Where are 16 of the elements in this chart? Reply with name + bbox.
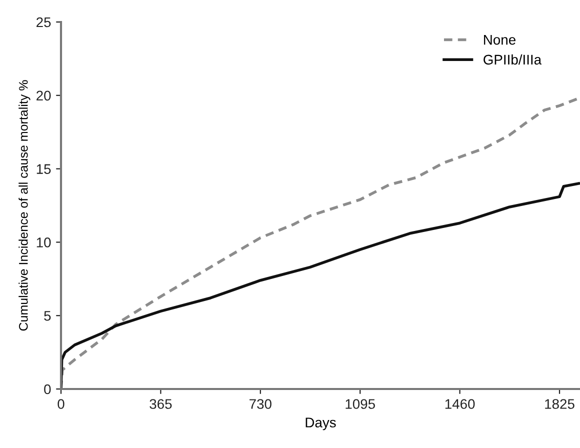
y-tick-label: 0 (44, 384, 51, 394)
y-tick-label: 15 (36, 164, 51, 174)
y-tick-label: 25 (36, 17, 51, 28)
x-tick-label: 1825 (545, 399, 574, 409)
x-tick-label: 0 (58, 399, 64, 409)
x-tick-label: 1460 (445, 399, 475, 409)
legend-label: GPIIb/IIIa (484, 54, 542, 65)
x-axis-title: Days (306, 418, 336, 430)
y-tick-label: 5 (44, 311, 51, 321)
x-tick-label: 1095 (346, 399, 375, 409)
x-tick-label: 365 (150, 399, 172, 409)
y-axis-title: Cumulative Incidence of all cause mortality % (18, 80, 30, 331)
y-tick-label: 10 (36, 238, 51, 248)
x-tick-label: 730 (250, 399, 272, 409)
y-tick-label: 20 (36, 90, 51, 101)
legend-label: None (484, 35, 516, 45)
